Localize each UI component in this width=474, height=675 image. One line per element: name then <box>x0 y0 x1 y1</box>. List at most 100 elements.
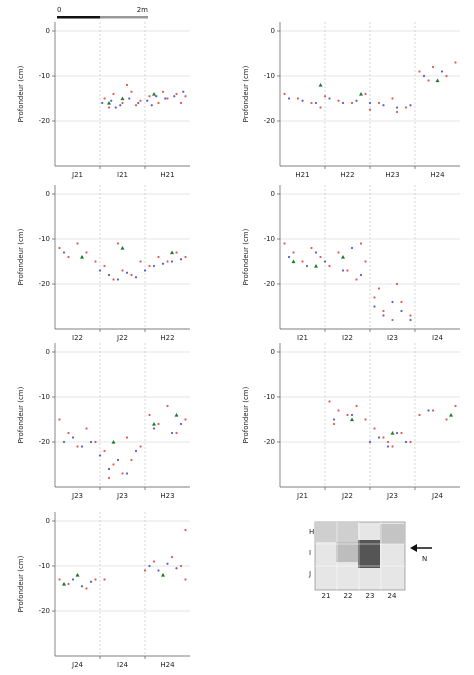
point <box>107 476 111 480</box>
point <box>98 269 102 272</box>
point <box>150 104 153 107</box>
find-marker <box>120 96 125 101</box>
point <box>107 273 111 277</box>
point <box>346 269 349 272</box>
panel: 0 -10 -20 J24 I24 H24 Profondeur (cm) <box>17 512 190 669</box>
y-tick-label: 0 <box>46 348 50 356</box>
point <box>173 95 176 98</box>
point <box>364 92 367 96</box>
point <box>152 560 156 563</box>
point <box>445 418 448 421</box>
point <box>139 445 142 448</box>
point <box>395 431 399 435</box>
point <box>67 582 70 586</box>
point <box>283 242 286 245</box>
point <box>292 251 295 254</box>
point <box>170 431 174 435</box>
point <box>319 255 322 259</box>
point <box>155 95 158 98</box>
point <box>377 101 381 105</box>
point <box>148 264 151 268</box>
inset-col-label: 23 <box>366 592 375 600</box>
point <box>440 70 444 73</box>
point <box>382 314 385 317</box>
point <box>76 445 79 448</box>
point <box>110 99 113 102</box>
y-tick-label: -10 <box>39 72 50 80</box>
point <box>359 242 363 245</box>
point <box>121 101 124 105</box>
point <box>89 580 93 583</box>
point <box>170 555 174 559</box>
point <box>85 587 88 590</box>
point <box>148 95 151 98</box>
find-marker <box>107 101 111 105</box>
point <box>130 90 133 93</box>
point <box>107 106 111 109</box>
point <box>148 413 151 417</box>
point <box>337 251 340 254</box>
point <box>179 422 183 426</box>
x-tick-label: J24 <box>71 661 84 669</box>
point <box>116 242 120 245</box>
point <box>427 409 430 412</box>
point <box>128 97 131 100</box>
find-marker <box>75 573 80 577</box>
point <box>409 318 412 322</box>
y-tick-label: 0 <box>271 348 275 356</box>
point <box>134 449 138 453</box>
point <box>85 251 88 254</box>
x-tick-label: I24 <box>432 334 444 342</box>
point <box>119 104 122 107</box>
point <box>386 440 390 444</box>
panel: 0 -10 -20 I22 J22 H22 Profondeur (cm) <box>17 185 190 342</box>
y-tick-label: -10 <box>39 562 50 570</box>
inset-row-label: H <box>309 528 314 536</box>
inset-shade <box>336 542 358 562</box>
scale-bar: 0 2m <box>57 6 148 19</box>
x-tick-label: J23 <box>116 492 128 500</box>
panel: 0 -10 -20 J21 I21 H21 Profondeur (cm) <box>17 22 190 179</box>
point <box>350 413 354 417</box>
x-tick-label: H23 <box>385 171 399 179</box>
point <box>400 431 403 435</box>
point <box>409 314 412 317</box>
point <box>80 445 84 448</box>
y-axis-label: Profondeur (cm) <box>17 228 25 285</box>
point <box>386 445 390 448</box>
point <box>391 300 394 304</box>
x-tick-label: I21 <box>297 334 308 342</box>
point <box>103 578 106 581</box>
point <box>139 99 142 102</box>
point <box>161 90 165 93</box>
north-arrow-head <box>410 544 417 552</box>
point <box>359 273 363 277</box>
inset-col-label: 21 <box>322 592 331 600</box>
point <box>341 269 345 272</box>
point <box>377 287 381 290</box>
point <box>112 278 115 281</box>
y-axis-label: Profondeur (cm) <box>242 65 250 122</box>
point <box>62 440 66 444</box>
y-tick-label: -10 <box>264 393 275 401</box>
point <box>404 106 408 109</box>
point <box>287 97 291 100</box>
point <box>283 92 286 96</box>
point <box>404 440 408 444</box>
point <box>58 418 61 421</box>
x-tick-label: H21 <box>160 171 174 179</box>
inset-row-label: J <box>308 570 311 578</box>
point <box>157 255 160 259</box>
point <box>368 101 372 105</box>
point <box>58 246 61 250</box>
x-tick-label: H22 <box>160 334 174 342</box>
point <box>103 97 106 100</box>
point <box>184 95 187 98</box>
point <box>427 79 430 82</box>
y-tick-label: -10 <box>39 235 50 243</box>
point <box>323 95 327 98</box>
point <box>107 467 111 471</box>
point <box>121 472 124 475</box>
find-marker <box>62 582 66 586</box>
